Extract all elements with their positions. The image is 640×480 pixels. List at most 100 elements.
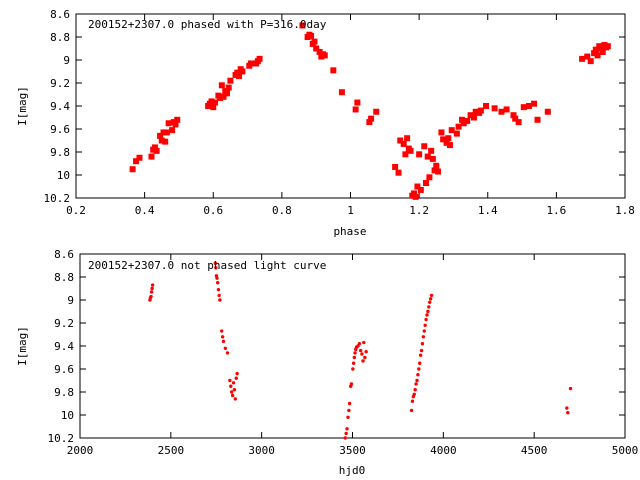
data-point bbox=[431, 167, 438, 174]
x-tick-label: 0.6 bbox=[203, 204, 223, 217]
data-point bbox=[594, 52, 601, 59]
y-tick-label: 10.2 bbox=[48, 432, 75, 445]
data-point bbox=[363, 355, 367, 360]
data-point bbox=[172, 121, 179, 128]
data-point bbox=[235, 73, 242, 80]
data-point bbox=[373, 108, 380, 115]
data-point bbox=[591, 50, 598, 57]
data-point bbox=[216, 287, 221, 292]
data-point bbox=[235, 371, 239, 376]
data-point bbox=[361, 359, 365, 363]
data-point bbox=[544, 108, 551, 115]
data-point bbox=[415, 378, 419, 383]
data-point bbox=[311, 38, 318, 45]
data-point bbox=[459, 116, 466, 123]
x-tick-label: 0.4 bbox=[135, 204, 155, 217]
data-point bbox=[233, 397, 238, 401]
light-curve-x-axis-label: hjd0 bbox=[339, 464, 366, 477]
data-point bbox=[157, 132, 164, 139]
light-curve-y-ticks: 8.6 8.8 9 9.2 9.4 9.6 9.8 10 10.2 bbox=[48, 248, 625, 445]
x-tick-label: 4500 bbox=[521, 444, 548, 457]
data-point bbox=[133, 158, 140, 165]
data-point bbox=[227, 77, 234, 84]
y-tick-label: 9.8 bbox=[54, 386, 74, 399]
data-point bbox=[483, 103, 490, 109]
data-point bbox=[357, 342, 362, 346]
phased-data-points bbox=[129, 22, 611, 200]
x-tick-label: 0.8 bbox=[272, 204, 292, 217]
data-point bbox=[498, 108, 505, 115]
data-point bbox=[247, 60, 254, 67]
data-point bbox=[412, 193, 419, 200]
data-point bbox=[208, 98, 215, 105]
y-tick-label: 9.2 bbox=[50, 77, 70, 90]
data-point bbox=[565, 406, 569, 410]
data-point bbox=[416, 373, 420, 377]
data-point bbox=[409, 408, 414, 413]
data-point bbox=[424, 317, 428, 322]
data-point bbox=[568, 386, 573, 391]
data-point bbox=[220, 329, 224, 333]
data-point bbox=[352, 355, 357, 360]
data-point bbox=[599, 48, 606, 55]
data-point bbox=[153, 147, 160, 154]
data-point bbox=[512, 115, 519, 122]
y-tick-label: 8.6 bbox=[50, 8, 70, 21]
data-point bbox=[584, 53, 591, 60]
data-point bbox=[414, 183, 421, 190]
data-point bbox=[448, 127, 455, 134]
data-point bbox=[221, 339, 226, 344]
data-point bbox=[239, 68, 246, 75]
data-point bbox=[347, 401, 352, 406]
data-point bbox=[136, 154, 143, 161]
data-point bbox=[368, 115, 375, 122]
data-point bbox=[422, 180, 429, 187]
data-point bbox=[460, 120, 467, 127]
data-point bbox=[429, 155, 436, 162]
data-point bbox=[418, 353, 423, 357]
data-point bbox=[410, 399, 415, 403]
data-point bbox=[223, 346, 228, 350]
data-point bbox=[427, 305, 431, 309]
x-tick-label: 3500 bbox=[339, 444, 366, 457]
data-point bbox=[364, 350, 368, 354]
data-point bbox=[433, 162, 440, 169]
data-point bbox=[338, 89, 345, 96]
data-point bbox=[217, 293, 221, 298]
data-point bbox=[520, 104, 527, 111]
data-point bbox=[150, 283, 155, 287]
data-point bbox=[360, 352, 364, 356]
x-tick-label: 5000 bbox=[612, 444, 639, 457]
x-tick-label: 1 bbox=[347, 204, 354, 217]
data-point bbox=[366, 119, 373, 126]
data-point bbox=[354, 99, 361, 106]
data-point bbox=[225, 351, 230, 355]
data-point bbox=[579, 55, 586, 62]
data-point bbox=[169, 127, 176, 134]
data-point bbox=[587, 58, 594, 65]
data-point bbox=[429, 293, 434, 298]
data-point bbox=[213, 261, 218, 265]
data-point bbox=[214, 266, 218, 270]
data-point bbox=[419, 348, 424, 353]
data-point bbox=[472, 108, 479, 115]
data-point bbox=[426, 309, 430, 314]
data-point bbox=[234, 69, 241, 76]
phased-x-ticks: 0.2 0.4 0.6 0.8 1 1.2 1.4 1.6 1.8 bbox=[66, 14, 635, 217]
y-tick-label: 9 bbox=[63, 54, 70, 67]
y-tick-label: 9.6 bbox=[50, 123, 70, 136]
data-point bbox=[443, 139, 450, 146]
data-point bbox=[410, 190, 417, 197]
data-point bbox=[413, 388, 417, 392]
data-point bbox=[445, 135, 452, 142]
data-point bbox=[362, 340, 366, 345]
data-point bbox=[229, 390, 234, 394]
light-curve-y-axis-label: I[mag] bbox=[16, 326, 29, 366]
data-point bbox=[400, 140, 407, 147]
y-tick-label: 10 bbox=[57, 169, 70, 182]
x-tick-label: 1.2 bbox=[409, 204, 429, 217]
data-point bbox=[424, 153, 431, 160]
data-point bbox=[416, 151, 423, 158]
data-point bbox=[464, 117, 471, 124]
